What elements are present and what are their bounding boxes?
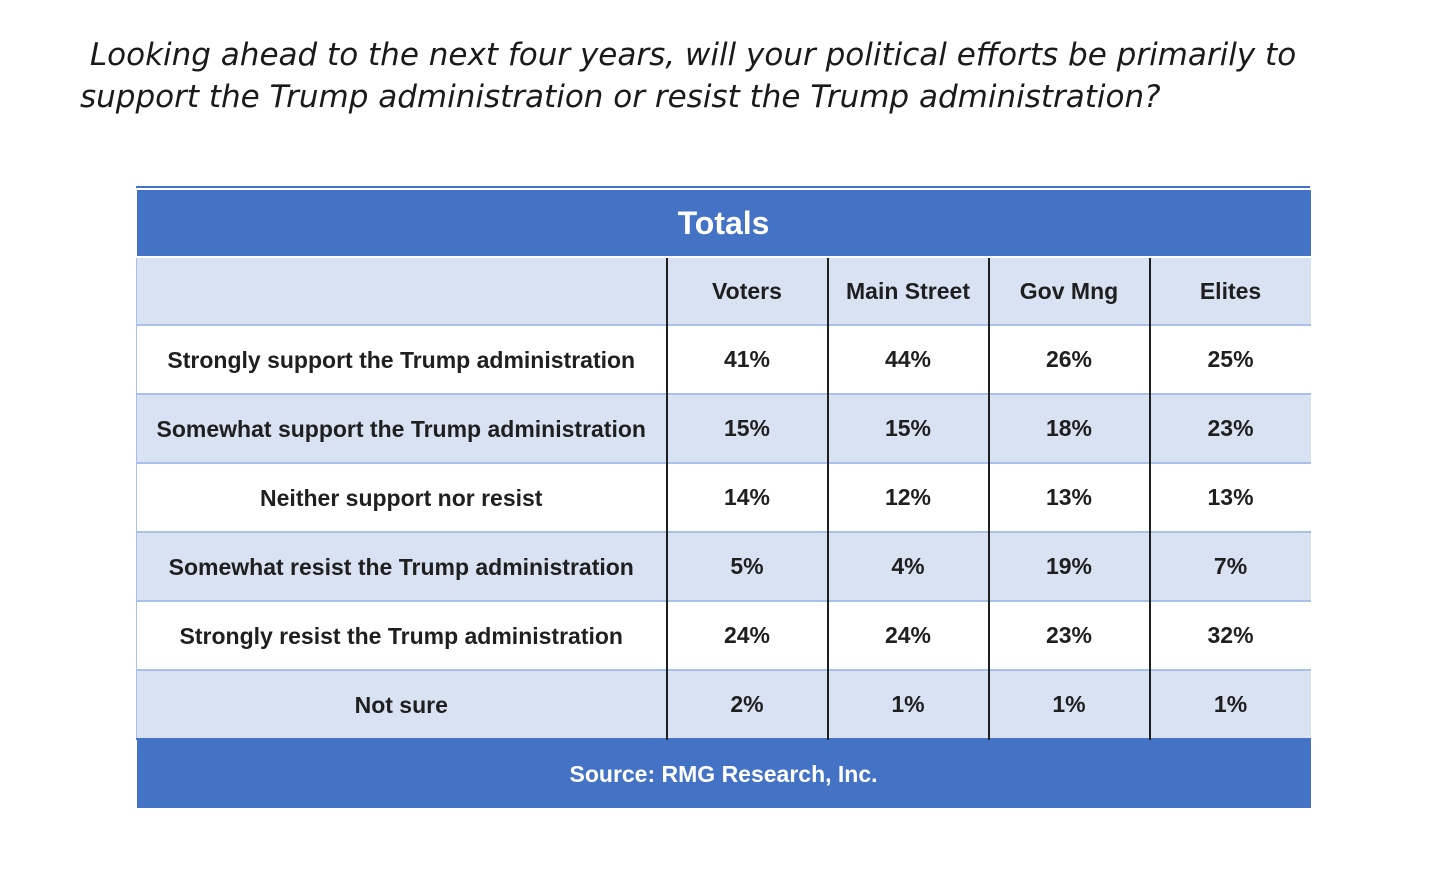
cell-value: 23%: [987, 600, 1150, 670]
cell-value: 23%: [1148, 393, 1311, 463]
table-row: Neither support nor resist 14% 12% 13% 13%: [136, 462, 1311, 532]
cell-value: 5%: [665, 531, 828, 601]
row-label: Somewhat support the Trump administratio…: [136, 393, 667, 463]
cell-value: 24%: [826, 600, 989, 670]
row-label: Not sure: [136, 669, 667, 739]
table-row: Somewhat support the Trump administratio…: [136, 393, 1311, 463]
column-header-row: Voters Main Street Gov Mng Elites: [136, 256, 1311, 325]
cell-value: 1%: [826, 669, 989, 739]
cell-value: 4%: [826, 531, 989, 601]
cell-value: 2%: [665, 669, 828, 739]
row-label: Strongly support the Trump administratio…: [136, 324, 667, 394]
results-table: Totals Voters Main Street Gov Mng Elites…: [136, 190, 1311, 808]
row-label: Somewhat resist the Trump administration: [136, 531, 667, 601]
cell-value: 15%: [665, 393, 828, 463]
cell-value: 25%: [1148, 324, 1311, 394]
column-header-blank: [136, 256, 667, 325]
row-label: Neither support nor resist: [136, 462, 667, 532]
column-header-voters: Voters: [665, 256, 828, 325]
cell-value: 13%: [987, 462, 1150, 532]
question-title: Looking ahead to the next four years, wi…: [80, 37, 1297, 115]
row-label: Strongly resist the Trump administration: [136, 600, 667, 670]
cell-value: 26%: [987, 324, 1150, 394]
cell-value: 1%: [1148, 669, 1311, 739]
results-table-container: Totals Voters Main Street Gov Mng Elites…: [136, 186, 1311, 808]
cell-value: 41%: [665, 324, 828, 394]
cell-value: 13%: [1148, 462, 1311, 532]
cell-value: 24%: [665, 600, 828, 670]
cell-value: 32%: [1148, 600, 1311, 670]
source-note: Source: RMG Research, Inc.: [136, 738, 1311, 808]
column-header-gov-mng: Gov Mng: [987, 256, 1150, 325]
cell-value: 19%: [987, 531, 1150, 601]
source-row: Source: RMG Research, Inc.: [136, 738, 1311, 808]
table-row: Strongly resist the Trump administration…: [136, 600, 1311, 670]
column-header-main-street: Main Street: [826, 256, 989, 325]
cell-value: 12%: [826, 462, 989, 532]
cell-value: 14%: [665, 462, 828, 532]
cell-value: 44%: [826, 324, 989, 394]
table-title: Totals: [136, 190, 1311, 257]
table-row: Strongly support the Trump administratio…: [136, 324, 1311, 394]
table-title-row: Totals: [136, 190, 1311, 257]
table-row: Somewhat resist the Trump administration…: [136, 531, 1311, 601]
cell-value: 7%: [1148, 531, 1311, 601]
cell-value: 15%: [826, 393, 989, 463]
cell-value: 1%: [987, 669, 1150, 739]
column-header-elites: Elites: [1148, 256, 1311, 325]
cell-value: 18%: [987, 393, 1150, 463]
table-row: Not sure 2% 1% 1% 1%: [136, 669, 1311, 739]
top-rule: [136, 186, 1310, 188]
